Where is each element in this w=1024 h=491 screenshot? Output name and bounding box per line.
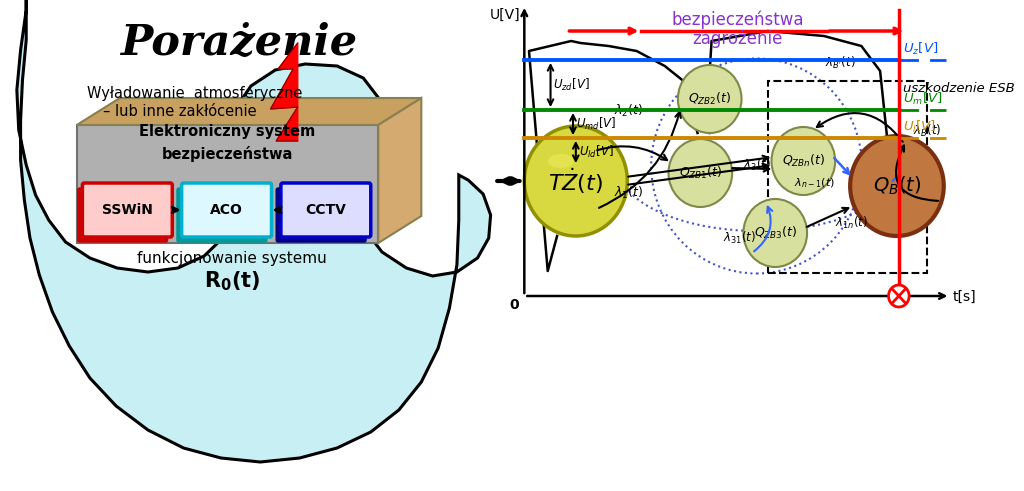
FancyBboxPatch shape	[78, 188, 168, 242]
Circle shape	[889, 285, 909, 307]
Text: zagrożenie: zagrożenie	[692, 30, 783, 48]
Text: Wyładowanie  atmosferyczne: Wyładowanie atmosferyczne	[87, 85, 302, 101]
Text: Porażenie: Porażenie	[120, 22, 357, 64]
Text: uszkodzenie ESB: uszkodzenie ESB	[902, 82, 1015, 94]
Polygon shape	[16, 0, 490, 462]
Circle shape	[669, 139, 732, 207]
Text: U[V]: U[V]	[489, 8, 520, 22]
FancyBboxPatch shape	[177, 188, 267, 242]
Text: SSWiN: SSWiN	[102, 203, 153, 217]
Text: $\lambda_{n-1}(t)$: $\lambda_{n-1}(t)$	[794, 176, 835, 190]
FancyBboxPatch shape	[281, 183, 371, 237]
Text: Elektroniczny system
bezpieczeństwa: Elektroniczny system bezpieczeństwa	[139, 124, 315, 162]
Text: $\lambda_{B'}(t)$: $\lambda_{B'}(t)$	[825, 55, 856, 71]
Text: $Q_B(t)$: $Q_B(t)$	[872, 175, 922, 197]
Polygon shape	[270, 43, 298, 141]
Text: $\mathbf{R_0(t)}$: $\mathbf{R_0(t)}$	[204, 269, 260, 293]
Text: $Q_{ZB2}(t)$: $Q_{ZB2}(t)$	[688, 91, 731, 107]
Circle shape	[850, 136, 944, 236]
Text: ACO: ACO	[210, 203, 243, 217]
Text: bezpieczeństwa: bezpieczeństwa	[672, 11, 804, 29]
Text: $Q_{ZBn}(t)$: $Q_{ZBn}(t)$	[781, 153, 825, 169]
Text: $U_m[V]$: $U_m[V]$	[902, 91, 942, 107]
Text: $U_{md}[V]$: $U_{md}[V]$	[575, 116, 616, 132]
Circle shape	[743, 199, 807, 267]
FancyBboxPatch shape	[82, 183, 172, 237]
Polygon shape	[77, 98, 421, 125]
Text: $Q_{ZB3}(t)$: $Q_{ZB3}(t)$	[754, 225, 797, 241]
Circle shape	[771, 127, 836, 195]
Text: funkcjonowanie systemu: funkcjonowanie systemu	[137, 251, 327, 267]
Text: $\lambda_1(t)$: $\lambda_1(t)$	[614, 185, 644, 201]
Text: $U_{zd}[V]$: $U_{zd}[V]$	[553, 77, 590, 93]
Text: $U_{ld}[V]$: $U_{ld}[V]$	[579, 144, 613, 160]
Text: $T\dot{Z}(t)$: $T\dot{Z}(t)$	[548, 166, 603, 196]
Text: t[s]: t[s]	[952, 290, 976, 304]
Text: $U_l[V]$: $U_l[V]$	[902, 119, 936, 135]
Circle shape	[678, 65, 741, 133]
Ellipse shape	[548, 154, 573, 168]
Text: $\lambda_{1n}(t)$: $\lambda_{1n}(t)$	[836, 215, 868, 231]
Text: $Q_{ZB1}(t)$: $Q_{ZB1}(t)$	[679, 165, 722, 181]
FancyBboxPatch shape	[181, 183, 271, 237]
Text: CCTV: CCTV	[305, 203, 346, 217]
Text: 0: 0	[509, 298, 519, 312]
Text: $\lambda_3(t)$: $\lambda_3(t)$	[742, 157, 770, 173]
Polygon shape	[378, 98, 421, 243]
FancyBboxPatch shape	[276, 188, 367, 242]
Text: $\lambda_B(t)$: $\lambda_B(t)$	[912, 123, 941, 139]
Text: $U_z[V]$: $U_z[V]$	[902, 41, 938, 57]
Circle shape	[524, 126, 628, 236]
Text: $\lambda_2(t)$: $\lambda_2(t)$	[614, 103, 644, 119]
Text: – lub inne zakłócenie: – lub inne zakłócenie	[103, 104, 257, 118]
Bar	[77, 125, 378, 243]
Bar	[768, 81, 927, 273]
Text: $\lambda_{31}(t)$: $\lambda_{31}(t)$	[723, 230, 756, 246]
